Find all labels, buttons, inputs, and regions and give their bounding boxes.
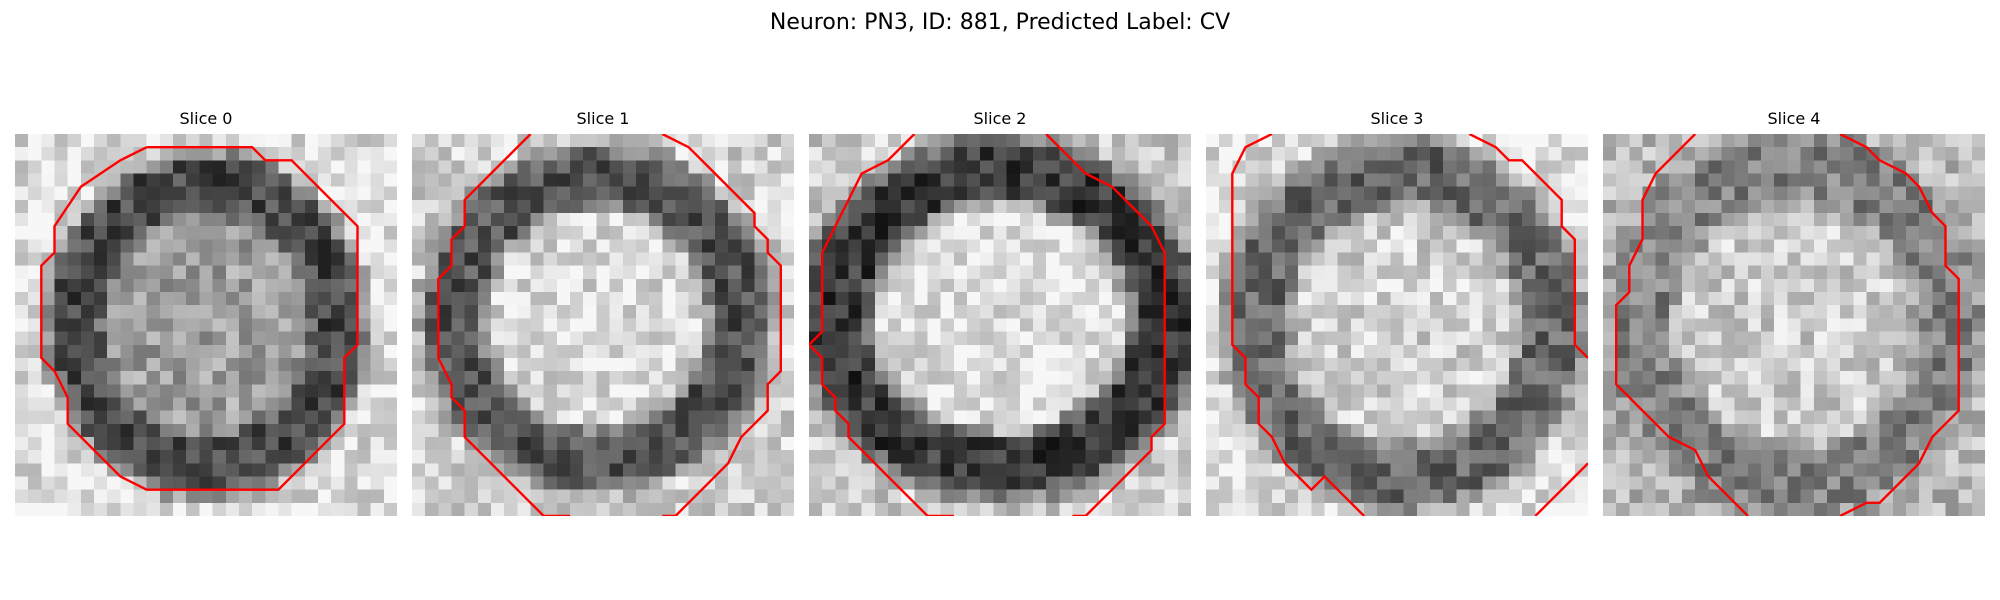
- slice-3-contour-1: [1468, 134, 1588, 359]
- slice-2-contour-0: [809, 134, 954, 516]
- panel-title-slice-1: Slice 1: [576, 109, 630, 128]
- slice-0-contour-0: [40, 145, 359, 491]
- slice-image-0: [15, 134, 397, 516]
- slice-4-contour-0: [1614, 134, 1749, 516]
- slice-3-contour-0: [1231, 134, 1365, 516]
- figure-title: Neuron: PN3, ID: 881, Predicted Label: C…: [769, 10, 1231, 35]
- slice-4-pixels: [1603, 134, 1985, 516]
- slice-3-pixels: [1206, 134, 1588, 516]
- slice-image-3: [1206, 134, 1588, 516]
- slice-image-1: [412, 134, 794, 516]
- slice-1-pixels: [412, 134, 794, 516]
- slice-2-pixels: [809, 134, 1191, 516]
- slice-image-2: [809, 134, 1191, 516]
- panel-title-slice-0: Slice 0: [179, 109, 233, 128]
- panel-title-slice-3: Slice 3: [1370, 109, 1424, 128]
- panel-title-slice-2: Slice 2: [973, 109, 1027, 128]
- slice-1-contour-1: [661, 134, 782, 516]
- panel-title-slice-4: Slice 4: [1767, 109, 1821, 128]
- slice-image-4: [1603, 134, 1985, 516]
- slice-0-pixels: [15, 134, 397, 516]
- slice-1-contour-0: [437, 134, 571, 516]
- slice-2-contour-1: [1045, 134, 1166, 516]
- slice-3-contour-2: [1534, 462, 1588, 516]
- slice-4-contour-1: [1839, 134, 1960, 516]
